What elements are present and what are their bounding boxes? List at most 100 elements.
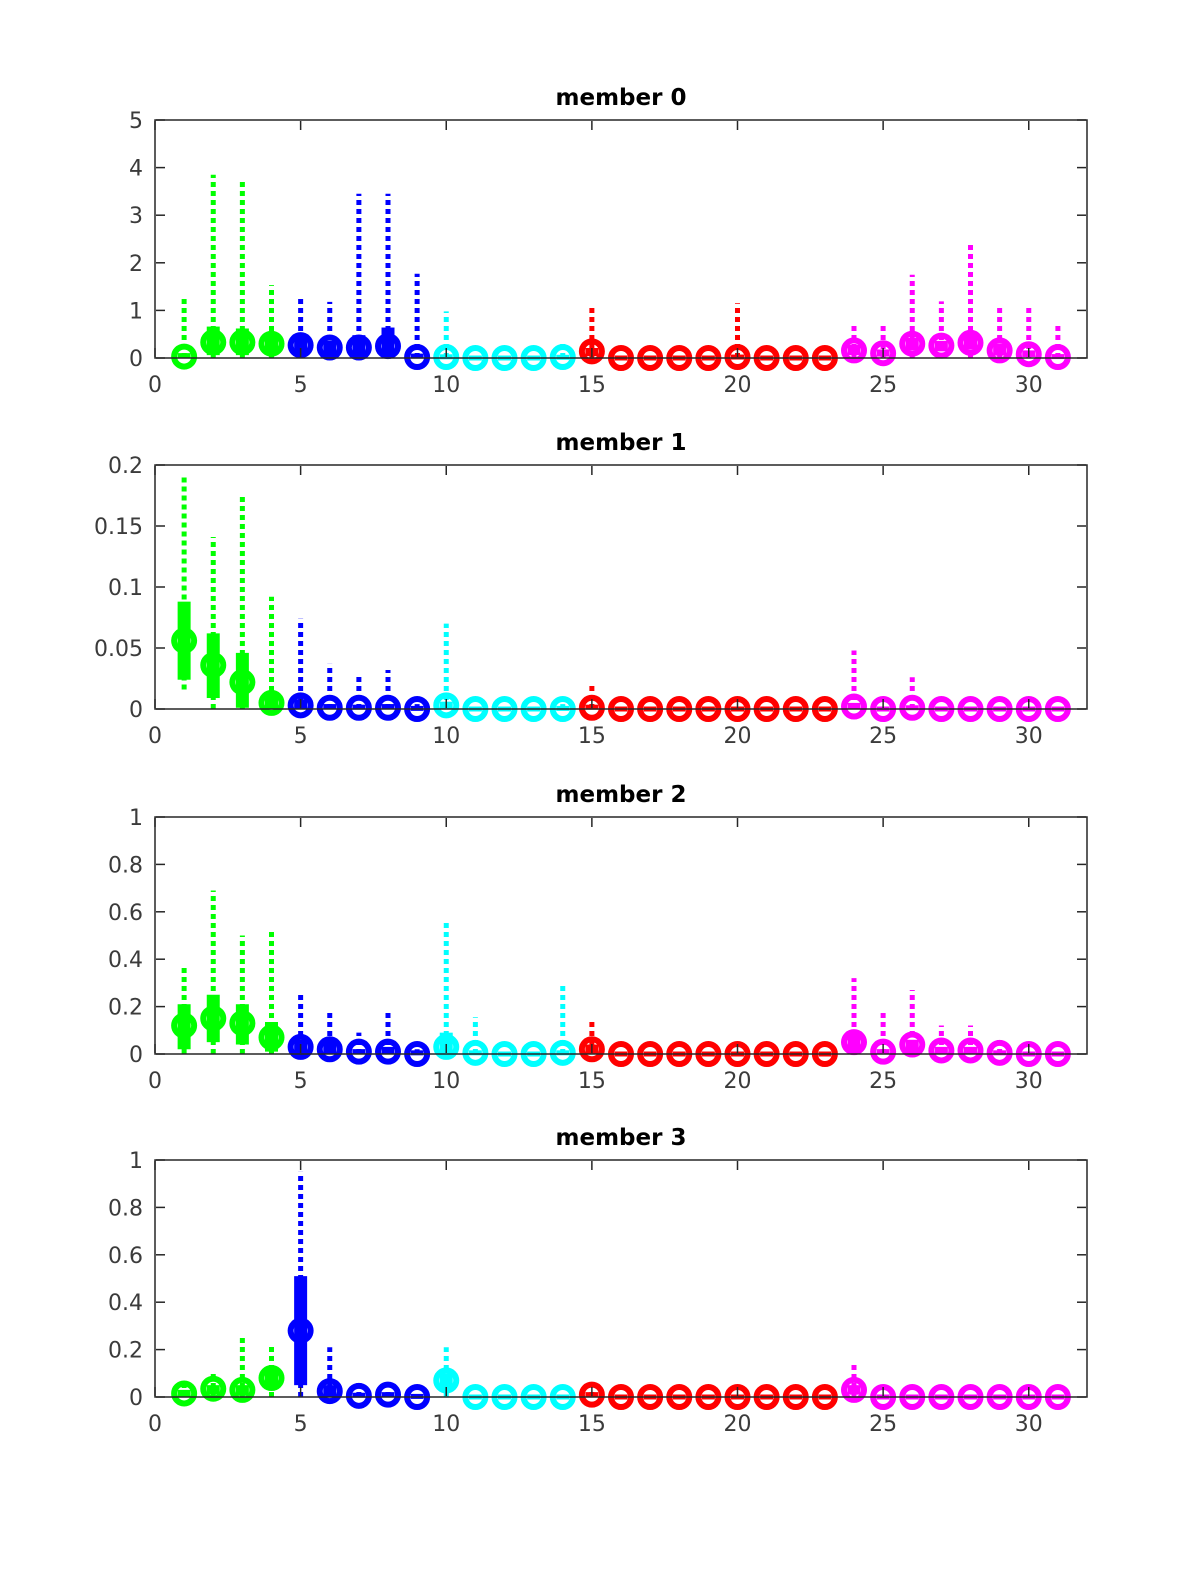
boxplot-point xyxy=(171,477,198,690)
x-tick-label: 0 xyxy=(148,724,162,749)
boxplot-point xyxy=(841,650,867,720)
iqr-box xyxy=(381,704,395,710)
median-circle-marker xyxy=(870,1038,897,1065)
iqr-box xyxy=(265,335,278,354)
boxplot-point xyxy=(841,978,867,1056)
median-circle-marker xyxy=(258,1024,285,1051)
axes-border xyxy=(154,816,1088,1055)
iqr-box xyxy=(993,343,1007,356)
y-tick-label: 0 xyxy=(129,698,143,723)
boxplot-point xyxy=(258,596,285,716)
x-tick-label: 15 xyxy=(578,1412,606,1437)
median-circle-marker xyxy=(1044,344,1071,371)
iqr-box xyxy=(847,344,861,356)
iqr-box xyxy=(206,633,220,699)
iqr-box xyxy=(410,1050,424,1056)
median-circle-marker xyxy=(841,337,867,364)
plot-title-member-0: member 0 xyxy=(555,85,687,111)
iqr-box xyxy=(265,694,278,709)
boxplot-point xyxy=(433,921,460,1060)
subplot-member-0: 0 5 10 15 20 25 30 0 1 2 3 4 5 xyxy=(129,109,1088,398)
x-tick-label: 30 xyxy=(1015,724,1043,749)
iqr-box xyxy=(177,353,191,359)
boxplot-point xyxy=(200,174,227,358)
boxplot-point xyxy=(200,1373,227,1402)
median-circle-marker xyxy=(899,330,926,357)
iqr-box xyxy=(731,354,744,360)
median-circle-marker xyxy=(316,1378,343,1405)
median-circle-marker xyxy=(841,1029,867,1056)
boxplot-point xyxy=(200,890,227,1054)
median-circle-marker xyxy=(229,669,256,696)
iqr-box xyxy=(352,1049,366,1055)
median-circle-marker xyxy=(258,330,285,357)
y-tick-label: 0.2 xyxy=(108,454,143,479)
iqr-box xyxy=(905,1039,919,1052)
boxplot-point xyxy=(229,181,256,358)
boxplot-point xyxy=(375,1011,401,1065)
boxplot-point xyxy=(345,676,372,721)
median-circle-marker xyxy=(462,1039,489,1066)
iqr-box xyxy=(235,652,249,708)
median-circle-marker xyxy=(549,1039,576,1066)
median-circle-marker xyxy=(986,337,1013,364)
y-tick-label: 1 xyxy=(129,299,143,324)
median-circle-marker xyxy=(928,1037,955,1064)
x-tick-label: 5 xyxy=(294,373,308,398)
boxplot-point xyxy=(229,1335,256,1403)
subplot-member-3: 0 5 10 15 20 25 30 0 0.2 0.4 0.6 0.8 1 xyxy=(108,1149,1088,1437)
median-circle-marker xyxy=(258,1365,285,1392)
median-circle-marker xyxy=(229,1376,256,1403)
median-circle-marker xyxy=(433,1033,460,1060)
x-tick-label: 5 xyxy=(294,1412,308,1437)
boxplot-point xyxy=(345,1032,372,1065)
y-tick-label: 4 xyxy=(129,157,143,182)
boxplot-point xyxy=(578,1018,605,1063)
median-circle-marker xyxy=(171,1012,198,1039)
boxplot-point xyxy=(928,301,955,359)
x-tick-label: 25 xyxy=(869,373,897,398)
median-circle-marker xyxy=(957,329,984,356)
axes-border xyxy=(154,464,1088,710)
x-tick-label: 20 xyxy=(724,724,752,749)
boxplot-point xyxy=(899,274,926,358)
median-circle-marker xyxy=(578,1036,605,1063)
median-circle-marker xyxy=(316,1036,343,1063)
iqr-box xyxy=(934,340,948,352)
boxplot-point xyxy=(258,1344,285,1397)
boxplot-point xyxy=(316,663,343,721)
iqr-box xyxy=(1051,354,1065,360)
median-circle-marker xyxy=(578,1381,605,1408)
median-circle-marker xyxy=(578,694,605,721)
median-circle-marker xyxy=(375,1381,401,1408)
median-circle-marker xyxy=(578,338,605,365)
y-tick-label: 0.8 xyxy=(108,1196,143,1221)
iqr-box xyxy=(964,1046,977,1054)
plot-area xyxy=(171,1171,1071,1410)
x-tick-label: 20 xyxy=(724,1412,752,1437)
x-tick-label: 30 xyxy=(1015,1069,1043,1094)
x-tick-label: 15 xyxy=(578,724,606,749)
x-tick-label: 0 xyxy=(148,1412,162,1437)
x-tick-label: 25 xyxy=(869,1412,897,1437)
median-circle-marker xyxy=(345,694,372,721)
median-circle-marker xyxy=(200,1375,227,1402)
x-tick-label: 30 xyxy=(1015,373,1043,398)
boxplot-point xyxy=(229,935,256,1054)
boxplot-point xyxy=(345,193,372,361)
y-tick-label: 0.4 xyxy=(108,948,143,973)
iqr-box xyxy=(847,1035,861,1052)
y-tick-label: 0.1 xyxy=(108,576,143,601)
x-tick-label: 20 xyxy=(724,1069,752,1094)
boxplot-point xyxy=(258,285,285,358)
plot-area xyxy=(171,890,1071,1067)
x-tick-label: 0 xyxy=(148,1069,162,1094)
median-circle-marker xyxy=(200,1005,227,1032)
iqr-box xyxy=(235,1385,249,1396)
plot-title-member-1: member 1 xyxy=(555,430,687,456)
y-tick-label: 0.2 xyxy=(108,1339,143,1364)
boxplot-point xyxy=(316,1011,343,1063)
boxplot-point xyxy=(841,1361,867,1403)
